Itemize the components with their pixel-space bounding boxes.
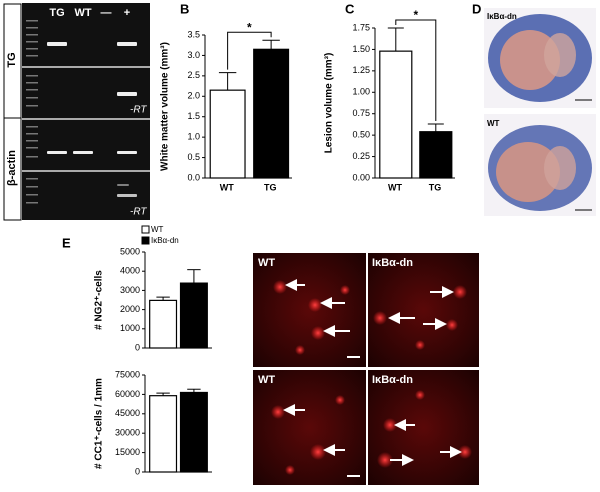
gel-lane-label: WT (74, 7, 91, 19)
y-tick-label: 2.5 (187, 70, 200, 80)
y-axis-label: Lesion volume (mm³) (324, 53, 335, 154)
significance-label: * (413, 8, 418, 22)
y-tick-label: 3.0 (187, 50, 200, 60)
bar (253, 48, 290, 179)
y-tick-label: 0.25 (352, 151, 370, 161)
fluorescence: WT IκBα-dn WT IκBα-dn (253, 253, 479, 485)
y-tick-label: 4000 (120, 266, 140, 276)
legend-swatch (141, 225, 150, 234)
y-tick-label: 1.25 (352, 65, 370, 75)
y-tick-label: 0 (135, 466, 140, 476)
image-label: IκBα-dn (487, 12, 517, 21)
gel-note: -RT (130, 105, 147, 116)
significance-bracket (227, 31, 272, 70)
gel-row-label: β-actin (6, 150, 18, 186)
y-tick-label: 2.0 (187, 91, 200, 101)
bar (419, 131, 453, 179)
gel-row-label: TG (6, 52, 18, 67)
y-tick-label: 0.75 (352, 108, 370, 118)
y-tick-label: 3.5 (187, 29, 200, 39)
bar (149, 299, 178, 349)
y-tick-label: 1000 (120, 323, 140, 333)
bar (209, 89, 246, 179)
image-label: WT (487, 119, 500, 128)
bar (379, 50, 413, 179)
gel-lane-label: + (124, 7, 130, 19)
image-label: IκBα-dn (372, 374, 413, 386)
y-tick-label: 75000 (115, 369, 140, 379)
y-tick-label: 1.0 (187, 132, 200, 142)
gel: TG WT — + TG β-actin -RT -RT (3, 3, 150, 221)
y-tick-label: 30000 (115, 428, 140, 438)
y-tick-label: 60000 (115, 389, 140, 399)
y-tick-label: 1.00 (352, 87, 370, 97)
y-tick-label: 0.00 (352, 172, 370, 182)
histology: IκBα-dn WT (484, 8, 596, 216)
y-tick-label: 1.75 (352, 22, 370, 32)
y-tick-label: 0.5 (187, 152, 200, 162)
x-tick-label: TG (429, 182, 442, 192)
legend-label: IκBα-dn (151, 236, 179, 245)
y-tick-label: 3000 (120, 285, 140, 295)
image-label: IκBα-dn (372, 257, 413, 269)
y-axis-label: # NG2⁺-cells (94, 270, 105, 330)
x-tick-label: WT (388, 182, 402, 192)
y-tick-label: 0.50 (352, 130, 370, 140)
y-axis-label: White matter volume (mm³) (160, 42, 171, 171)
legend-swatch (141, 236, 150, 245)
y-axis-label: # CC1⁺-cells / 1mm (94, 378, 105, 469)
image-label: WT (258, 257, 275, 269)
gel-lane-label: — (101, 7, 112, 19)
bar (179, 282, 208, 349)
bar (179, 391, 208, 473)
panel-label: E (62, 235, 71, 250)
x-tick-label: WT (220, 182, 234, 192)
y-tick-label: 1.50 (352, 44, 370, 54)
panel-label: B (180, 1, 189, 16)
panel-label: C (345, 1, 355, 16)
significance-bracket (395, 19, 437, 121)
legend-label: WT (151, 225, 164, 234)
gel-lane-label: TG (49, 7, 64, 19)
y-tick-label: 0.0 (187, 172, 200, 182)
y-tick-label: 1.5 (187, 111, 200, 121)
y-tick-label: 0 (135, 342, 140, 352)
panel-label: D (472, 1, 481, 16)
bar (149, 395, 178, 473)
significance-label: * (247, 20, 252, 34)
image-label: WT (258, 374, 275, 386)
y-tick-label: 15000 (115, 447, 140, 457)
y-tick-label: 2000 (120, 304, 140, 314)
y-tick-label: 5000 (120, 246, 140, 256)
y-tick-label: 45000 (115, 408, 140, 418)
gel-note: -RT (130, 207, 147, 218)
x-tick-label: TG (264, 182, 277, 192)
